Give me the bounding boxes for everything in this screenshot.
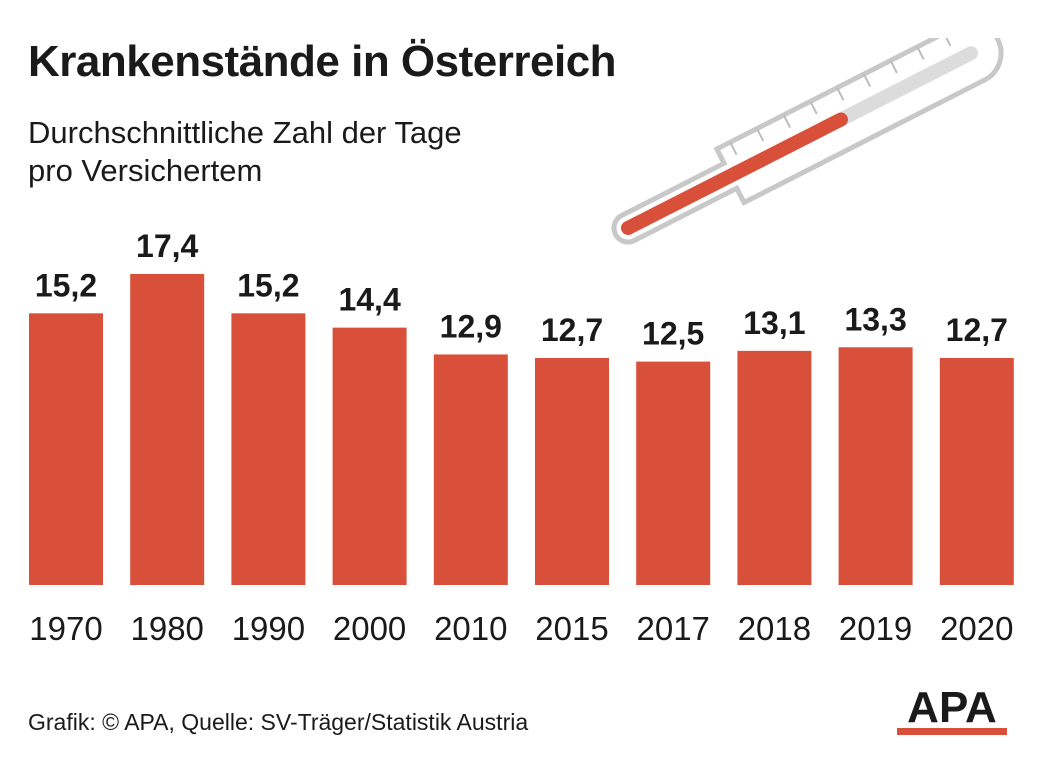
bar-1980 (130, 274, 205, 585)
thermometer-icon (611, 38, 1004, 245)
value-label-2019: 13,3 (844, 301, 906, 337)
bar-2019 (838, 347, 913, 585)
bar-1970 (29, 313, 103, 585)
value-label-2020: 12,7 (946, 312, 1008, 348)
apa-logo-underline (897, 728, 1007, 735)
category-label-2015: 2015 (535, 610, 608, 647)
category-label-2020: 2020 (940, 610, 1013, 647)
value-label-2015: 12,7 (541, 312, 603, 348)
thermometer-tick (782, 114, 791, 128)
value-label-2000: 14,4 (338, 282, 400, 318)
category-label-2000: 2000 (333, 610, 406, 647)
subtitle-line-1: Durchschnittliche Zahl der Tage (28, 115, 462, 150)
category-label-2019: 2019 (839, 610, 912, 647)
category-label-2010: 2010 (434, 610, 507, 647)
bar-2000 (332, 327, 407, 585)
bar-2015 (535, 358, 609, 585)
thermometer-tick (943, 38, 952, 47)
bars-group (29, 274, 1014, 585)
thermometer-tick (729, 141, 738, 156)
category-label-1980: 1980 (130, 610, 203, 647)
chart-title: Krankenstände in Österreich (28, 37, 617, 86)
bar-2018 (737, 350, 812, 585)
thermometer-tick (862, 73, 872, 88)
value-label-2010: 12,9 (440, 308, 502, 344)
bar-chart: 15,2 17,4 15,2 14,4 12,9 12,7 12,5 13,1 13,3 12,7… (29, 228, 1014, 647)
value-label-2018: 13,1 (743, 305, 805, 341)
subtitle-line-2: pro Versichertem (28, 153, 263, 188)
value-label-1990: 15,2 (237, 267, 299, 303)
bar-2017 (636, 361, 711, 585)
chart-subtitle: Durchschnittliche Zahl der Tage pro Vers… (28, 114, 628, 190)
value-label-2017: 12,5 (642, 316, 704, 352)
category-label-2018: 2018 (738, 610, 811, 647)
thermometer-tick (916, 46, 925, 60)
value-label-1980: 17,4 (136, 228, 198, 264)
source-footer: Grafik: © APA, Quelle: SV-Träger/Statist… (28, 709, 529, 735)
thermometer-tick (889, 60, 898, 74)
thermometer-tick (809, 100, 818, 115)
bar-1990 (231, 313, 306, 585)
category-label-1970: 1970 (29, 610, 102, 647)
value-label-1970: 15,2 (35, 267, 97, 303)
thermometer-tick (756, 128, 765, 142)
thermometer-tick (836, 87, 845, 101)
apa-logo-text: APA (907, 684, 997, 732)
category-label-2017: 2017 (636, 610, 709, 647)
thermometer-ticks (729, 38, 952, 156)
bar-2020 (939, 358, 1014, 585)
bar-2010 (433, 354, 508, 585)
value-labels-group: 15,2 17,4 15,2 14,4 12,9 12,7 12,5 13,1 13,3 12,7 (35, 228, 1008, 352)
category-label-1990: 1990 (232, 610, 305, 647)
apa-logo: APA (897, 684, 1007, 735)
category-labels-group: 1970 1980 1990 2000 2010 2015 2017 2018 2019 2020 (29, 610, 1013, 647)
thermometer-level (621, 112, 848, 235)
